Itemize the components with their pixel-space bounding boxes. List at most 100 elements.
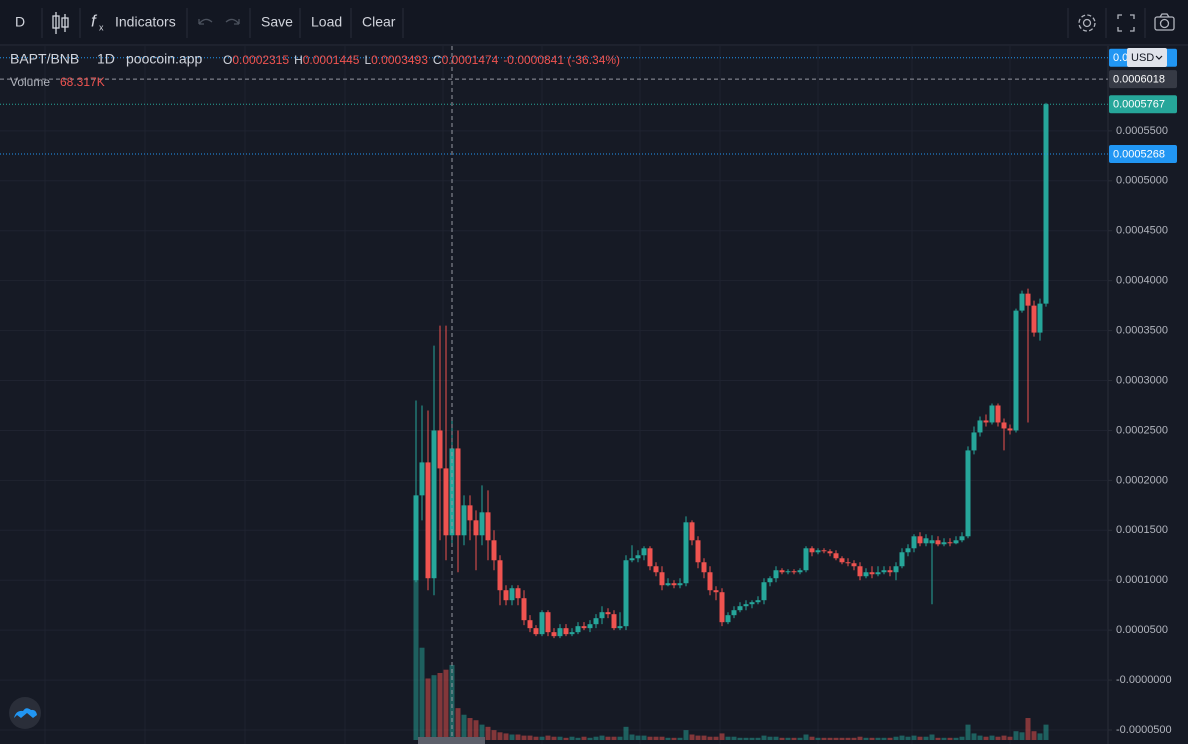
candle-body — [1019, 293, 1025, 311]
logo-mark — [14, 708, 37, 718]
candle-body — [497, 560, 503, 591]
candle-body — [917, 536, 923, 544]
fx-icon[interactable]: x — [99, 22, 104, 32]
volume-bar — [539, 736, 545, 740]
price-label-bg — [1109, 70, 1177, 89]
candle-body — [743, 604, 749, 607]
candle-body — [821, 550, 827, 552]
volume-bar — [623, 726, 629, 740]
volume-bar — [869, 737, 875, 740]
volume-bar — [743, 737, 749, 740]
candle-body — [809, 548, 815, 553]
volume-bar — [419, 647, 425, 740]
candle-body — [635, 555, 641, 559]
redo-icon[interactable] — [225, 18, 240, 25]
screenshot-icon[interactable] — [1154, 13, 1175, 31]
legend-value: 0.0002315 — [232, 53, 289, 67]
scrollbar[interactable] — [418, 737, 485, 744]
volume-bar — [815, 737, 821, 740]
candle-body — [779, 570, 785, 573]
y-tick-label: 0.0005000 — [1116, 175, 1168, 187]
candle-body — [905, 548, 911, 553]
volume-bar — [455, 708, 461, 740]
candle-body — [473, 520, 479, 536]
settings-icon[interactable] — [1078, 14, 1096, 32]
volume-bar — [887, 737, 893, 740]
candle-body — [455, 448, 461, 536]
volume-bar — [713, 736, 719, 740]
volume-bar — [767, 736, 773, 740]
candle-body — [803, 548, 809, 571]
candle-body — [791, 571, 797, 573]
currency-chevron[interactable] — [1155, 55, 1163, 60]
currency-selector[interactable] — [1127, 48, 1167, 67]
volume-bar — [677, 737, 683, 740]
volume-bar — [731, 736, 737, 740]
candle-body — [1043, 104, 1049, 304]
candle-body — [785, 571, 791, 573]
candle-body — [575, 626, 581, 633]
volume-bar — [755, 737, 761, 740]
volume-bar — [443, 669, 449, 740]
candle-body — [947, 542, 953, 544]
candle-body — [521, 598, 527, 621]
indicators-button[interactable]: Indicators — [115, 14, 176, 30]
volume-bar — [953, 737, 959, 740]
legend-value: 0.0001474 — [442, 53, 499, 67]
candle-body — [539, 612, 545, 635]
volume-bar — [617, 736, 623, 740]
candle-body — [749, 602, 755, 605]
volume-bar — [659, 736, 665, 740]
volume-bar — [1025, 718, 1031, 740]
volume-bar — [671, 737, 677, 740]
clear-button[interactable]: Clear — [362, 14, 396, 30]
volume-bar — [995, 736, 1001, 740]
volume-bar — [923, 736, 929, 740]
volume-bar — [737, 737, 743, 740]
volume-bar — [695, 735, 701, 740]
volume-bar — [761, 735, 767, 740]
candle-body — [857, 566, 863, 577]
fx-icon[interactable]: f — [91, 11, 98, 30]
currency-label[interactable]: USD — [1131, 52, 1154, 64]
candle-body — [701, 562, 707, 573]
candle-body — [827, 551, 833, 554]
volume-bar — [827, 737, 833, 740]
candle-body — [629, 558, 635, 561]
volume-bar — [875, 737, 881, 740]
candle-body — [665, 583, 671, 586]
candle-body — [605, 612, 611, 615]
candle-body — [869, 572, 875, 575]
undo-icon[interactable] — [198, 18, 213, 25]
candle-body — [443, 468, 449, 536]
volume-bar — [809, 736, 815, 740]
candle-body — [971, 432, 977, 451]
volume-bar — [431, 675, 437, 740]
candle-body — [1001, 422, 1007, 429]
load-button[interactable]: Load — [311, 14, 342, 30]
save-button[interactable]: Save — [261, 14, 293, 30]
volume-bar — [413, 573, 419, 740]
candle-body — [479, 512, 485, 536]
candle-body — [593, 618, 599, 625]
volume-bar — [785, 737, 791, 740]
volume-bar — [653, 736, 659, 740]
y-tick-label: 0.0003500 — [1116, 324, 1168, 336]
candle-body — [965, 450, 971, 537]
fullscreen-icon[interactable] — [1117, 14, 1135, 32]
chart-type-icon[interactable] — [52, 12, 69, 34]
volume-bar — [893, 736, 899, 740]
candle-body — [515, 588, 521, 599]
interval-button[interactable]: D — [15, 14, 25, 30]
volume-bar — [563, 737, 569, 740]
candle-body — [641, 548, 647, 556]
candle-body — [653, 566, 659, 573]
volume-bar — [437, 672, 443, 740]
legend-key: C — [433, 53, 442, 67]
candle-body — [845, 562, 851, 564]
candle-body — [611, 614, 617, 629]
candle-body — [425, 462, 431, 579]
volume-bar — [665, 737, 671, 740]
volume-bar — [605, 736, 611, 740]
